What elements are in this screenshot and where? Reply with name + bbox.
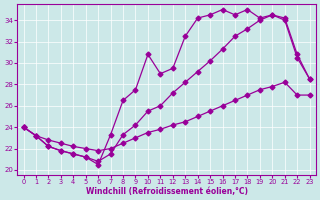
X-axis label: Windchill (Refroidissement éolien,°C): Windchill (Refroidissement éolien,°C) [85, 187, 248, 196]
